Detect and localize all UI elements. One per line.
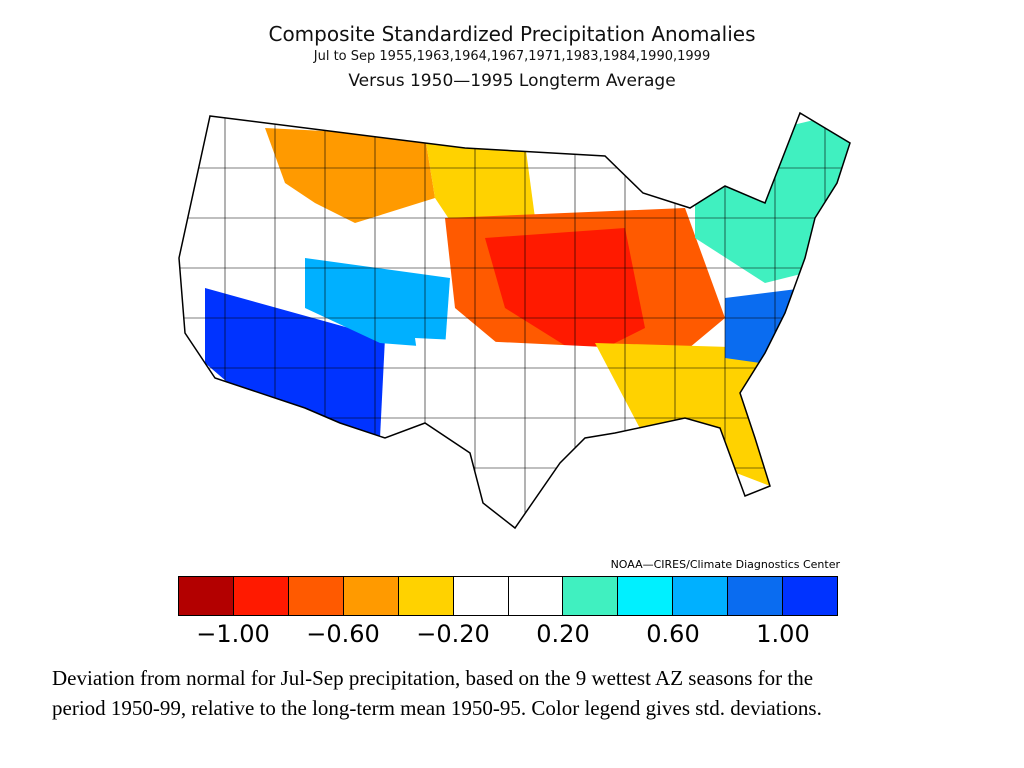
legend-swatch-11 [728,577,784,615]
legend-swatch-5 [398,577,454,615]
us-outline [178,111,851,530]
legend-swatch-8 [563,577,619,615]
us-anomaly-map [178,111,851,530]
legend-swatch-3 [288,577,344,615]
map-title: Composite Standardized Precipitation Ano… [268,22,756,46]
credit-label: NOAA—CIRES/Climate Diagnostics Center [610,558,840,571]
legend-swatch-9 [618,577,674,615]
region-great-basin [305,258,450,348]
region-northern-plains [425,136,535,228]
figure-caption: Deviation from normal for Jul-Sep precip… [52,663,1012,723]
region-texas [415,338,625,438]
legend-tick-label: −0.20 [416,620,490,648]
legend-swatch-2 [233,577,289,615]
legend-swatch-12 [783,577,838,615]
legend-tick-label: 1.00 [756,620,810,648]
region-carolinas [725,288,805,368]
legend-tick-label: −1.00 [196,620,270,648]
region-northern-rockies [265,128,435,223]
legend-tick-label: 0.60 [646,620,700,648]
county-division-grid [179,113,850,528]
map-subtitle-years: Jul to Sep 1955,1963,1964,1967,1971,1983… [313,49,711,64]
legend-tick-labels: −1.00 −0.60 −0.20 0.20 0.60 1.00 [178,620,838,650]
map-subtitle-baseline: Versus 1950—1995 Longterm Average [348,71,676,91]
caption-line-2: period 1950-99, relative to the long-ter… [52,696,822,720]
caption-line-1: Deviation from normal for Jul-Sep precip… [52,666,814,690]
legend-swatch-7 [508,577,564,615]
color-legend [178,576,838,616]
anomaly-fills [179,113,850,528]
legend-swatch-10 [673,577,729,615]
legend-tick-label: −0.60 [306,620,380,648]
legend-swatch-1 [179,577,234,615]
legend-tick-label: 0.20 [536,620,590,648]
legend-swatch-6 [453,577,509,615]
legend-swatch-4 [343,577,399,615]
